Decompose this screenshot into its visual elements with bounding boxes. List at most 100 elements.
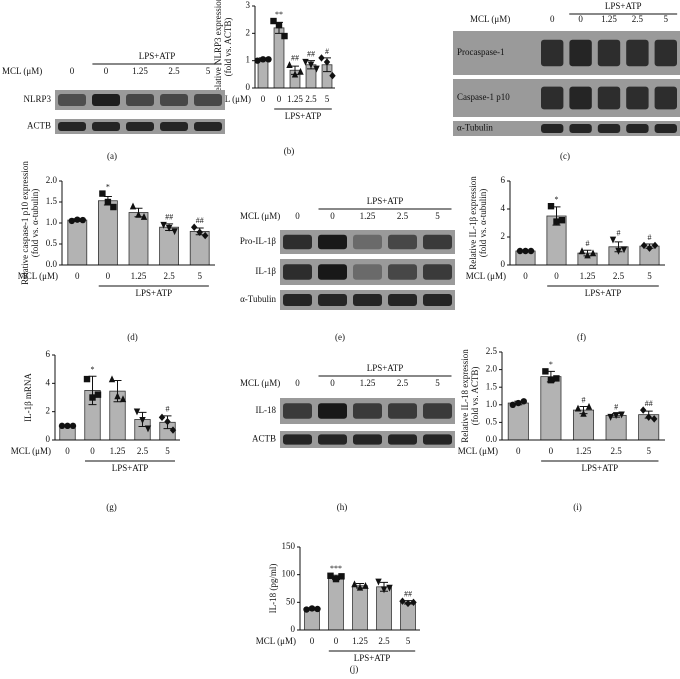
x-tick-label: 2.5 bbox=[613, 271, 625, 281]
data-point bbox=[302, 58, 309, 66]
x-tick-label: 0 bbox=[549, 446, 554, 456]
bar bbox=[98, 200, 118, 266]
y-tick-label: 1 bbox=[246, 55, 251, 65]
blot-band bbox=[92, 94, 120, 106]
data-point bbox=[191, 223, 198, 231]
panel-label: (e) bbox=[335, 332, 345, 342]
data-point bbox=[547, 203, 555, 210]
bar bbox=[540, 376, 562, 441]
blot-band bbox=[283, 294, 312, 306]
y-tick-label: 0.0 bbox=[486, 434, 498, 444]
data-point bbox=[89, 394, 96, 401]
y-axis-label: (fold vs. ACTB) bbox=[470, 367, 480, 426]
data-point bbox=[297, 67, 304, 75]
lane-label: 5 bbox=[206, 66, 211, 76]
y-axis-label: (fold vs. α-tubulin) bbox=[478, 189, 488, 257]
data-point bbox=[615, 247, 622, 255]
y-tick-label: 6 bbox=[46, 349, 51, 359]
blot-x-label: MCL (μM) bbox=[240, 378, 280, 388]
lane-label: 0 bbox=[295, 211, 300, 221]
blot-band bbox=[160, 122, 188, 131]
significance-label: # bbox=[614, 402, 618, 411]
x-axis-label: MCL (μM) bbox=[11, 446, 51, 456]
lane-label: 2.5 bbox=[168, 66, 180, 76]
y-tick-label: 6 bbox=[501, 175, 506, 185]
y-tick-label: 2 bbox=[46, 406, 51, 416]
blot-band bbox=[283, 434, 312, 445]
y-axis-label: (fold vs. α-tubulin) bbox=[30, 189, 40, 257]
y-tick-label: 1.0 bbox=[486, 399, 498, 409]
panel-label: (g) bbox=[106, 502, 117, 512]
data-point bbox=[399, 597, 406, 605]
significance-label: ## bbox=[307, 49, 315, 58]
x-tick-label: 0 bbox=[310, 636, 315, 646]
blot-strip bbox=[453, 121, 680, 136]
blot-row-label: Pro-IL-1β bbox=[240, 236, 276, 246]
y-tick-label: 150 bbox=[282, 541, 296, 551]
group-label: LPS+ATP bbox=[112, 463, 149, 473]
blot-band bbox=[283, 234, 312, 250]
x-tick-label: 1.25 bbox=[580, 271, 596, 281]
y-tick-label: 3 bbox=[246, 0, 251, 10]
blot-band bbox=[353, 434, 382, 445]
y-tick-label: 50 bbox=[286, 596, 296, 606]
data-point bbox=[338, 573, 345, 580]
y-tick-label: 0 bbox=[246, 82, 251, 92]
data-point bbox=[542, 368, 549, 375]
y-axis-label: IL-18 (pg/ml) bbox=[268, 564, 278, 614]
blot-band bbox=[626, 86, 649, 110]
panel-label: (c) bbox=[560, 151, 570, 161]
significance-label: # bbox=[648, 233, 652, 242]
x-tick-label: 0 bbox=[554, 271, 559, 281]
blot-band bbox=[423, 403, 452, 419]
data-point bbox=[547, 376, 555, 384]
lane-label: 0 bbox=[330, 378, 335, 388]
y-tick-label: 1.0 bbox=[46, 217, 58, 227]
x-tick-label: 1.25 bbox=[287, 94, 303, 104]
lane-label: 1.25 bbox=[360, 378, 376, 388]
blot-band bbox=[654, 124, 677, 133]
bar bbox=[352, 585, 368, 631]
data-point bbox=[640, 406, 647, 414]
bar bbox=[507, 402, 529, 441]
blot-band bbox=[318, 234, 347, 250]
blot-band bbox=[423, 434, 452, 445]
data-point bbox=[645, 413, 652, 421]
blot-band bbox=[353, 403, 382, 419]
blot-row-label: Procaspase-1 bbox=[457, 47, 504, 57]
y-axis-label: Relative IL-18 expression bbox=[460, 349, 470, 443]
data-point bbox=[380, 586, 388, 594]
x-tick-label: 0 bbox=[106, 271, 111, 281]
data-point bbox=[133, 408, 141, 416]
data-point bbox=[99, 190, 106, 197]
lane-label: 5 bbox=[664, 14, 669, 24]
blot-band bbox=[569, 39, 592, 67]
blot-band bbox=[626, 39, 649, 67]
x-tick-label: 0 bbox=[90, 446, 95, 456]
x-tick-label: 1.25 bbox=[110, 446, 126, 456]
y-axis-label: IL-1β mRNA bbox=[23, 373, 33, 422]
bar bbox=[159, 226, 179, 266]
data-point bbox=[160, 221, 167, 229]
data-point bbox=[307, 61, 315, 69]
data-point bbox=[158, 413, 166, 422]
data-point bbox=[119, 395, 127, 403]
x-tick-label: 5 bbox=[197, 271, 202, 281]
data-point bbox=[259, 56, 267, 63]
data-point bbox=[275, 21, 283, 29]
data-point bbox=[375, 578, 382, 586]
y-tick-label: 1.5 bbox=[46, 196, 58, 206]
data-point bbox=[74, 216, 81, 223]
y-tick-label: 0 bbox=[291, 624, 296, 634]
data-point bbox=[196, 228, 203, 236]
x-tick-label: 5 bbox=[165, 446, 170, 456]
y-axis-label: Relative caspase-1 p10 expression bbox=[20, 161, 30, 285]
data-point bbox=[585, 402, 593, 410]
y-tick-label: 2.0 bbox=[486, 364, 498, 374]
lane-label: 5 bbox=[435, 378, 440, 388]
blot-band bbox=[597, 86, 621, 110]
blot-row-label: α-Tubulin bbox=[457, 123, 493, 133]
bar bbox=[328, 577, 344, 631]
data-point bbox=[135, 210, 142, 218]
data-point bbox=[356, 583, 364, 591]
